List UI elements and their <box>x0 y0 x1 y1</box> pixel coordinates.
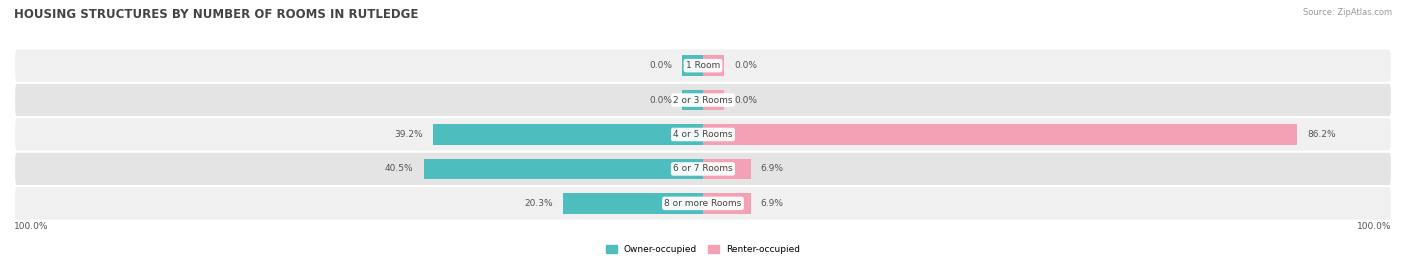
Text: Source: ZipAtlas.com: Source: ZipAtlas.com <box>1303 8 1392 17</box>
Text: 0.0%: 0.0% <box>734 61 756 70</box>
Text: 0.0%: 0.0% <box>650 61 672 70</box>
FancyBboxPatch shape <box>14 186 1392 221</box>
Text: 40.5%: 40.5% <box>385 164 413 174</box>
Bar <box>703 193 751 214</box>
Text: 1 Room: 1 Room <box>686 61 720 70</box>
Bar <box>425 159 703 179</box>
Text: 6.9%: 6.9% <box>761 164 785 174</box>
Text: 39.2%: 39.2% <box>394 130 423 139</box>
Bar <box>703 90 724 110</box>
Text: 8 or more Rooms: 8 or more Rooms <box>665 199 741 208</box>
FancyBboxPatch shape <box>14 117 1392 152</box>
Bar <box>703 124 1296 145</box>
Legend: Owner-occupied, Renter-occupied: Owner-occupied, Renter-occupied <box>606 245 800 254</box>
Bar <box>433 124 703 145</box>
Text: 0.0%: 0.0% <box>734 95 756 105</box>
Text: 2 or 3 Rooms: 2 or 3 Rooms <box>673 95 733 105</box>
Bar <box>564 193 703 214</box>
Bar <box>682 55 703 76</box>
Text: 86.2%: 86.2% <box>1308 130 1336 139</box>
Text: 6 or 7 Rooms: 6 or 7 Rooms <box>673 164 733 174</box>
Text: 20.3%: 20.3% <box>524 199 553 208</box>
Text: 4 or 5 Rooms: 4 or 5 Rooms <box>673 130 733 139</box>
Text: 0.0%: 0.0% <box>650 95 672 105</box>
FancyBboxPatch shape <box>14 152 1392 186</box>
Bar <box>703 55 724 76</box>
Text: HOUSING STRUCTURES BY NUMBER OF ROOMS IN RUTLEDGE: HOUSING STRUCTURES BY NUMBER OF ROOMS IN… <box>14 8 419 21</box>
Text: 100.0%: 100.0% <box>14 222 49 231</box>
Text: 100.0%: 100.0% <box>1357 222 1392 231</box>
Bar <box>703 159 751 179</box>
FancyBboxPatch shape <box>14 48 1392 83</box>
Text: 6.9%: 6.9% <box>761 199 785 208</box>
Bar <box>682 90 703 110</box>
FancyBboxPatch shape <box>14 83 1392 117</box>
